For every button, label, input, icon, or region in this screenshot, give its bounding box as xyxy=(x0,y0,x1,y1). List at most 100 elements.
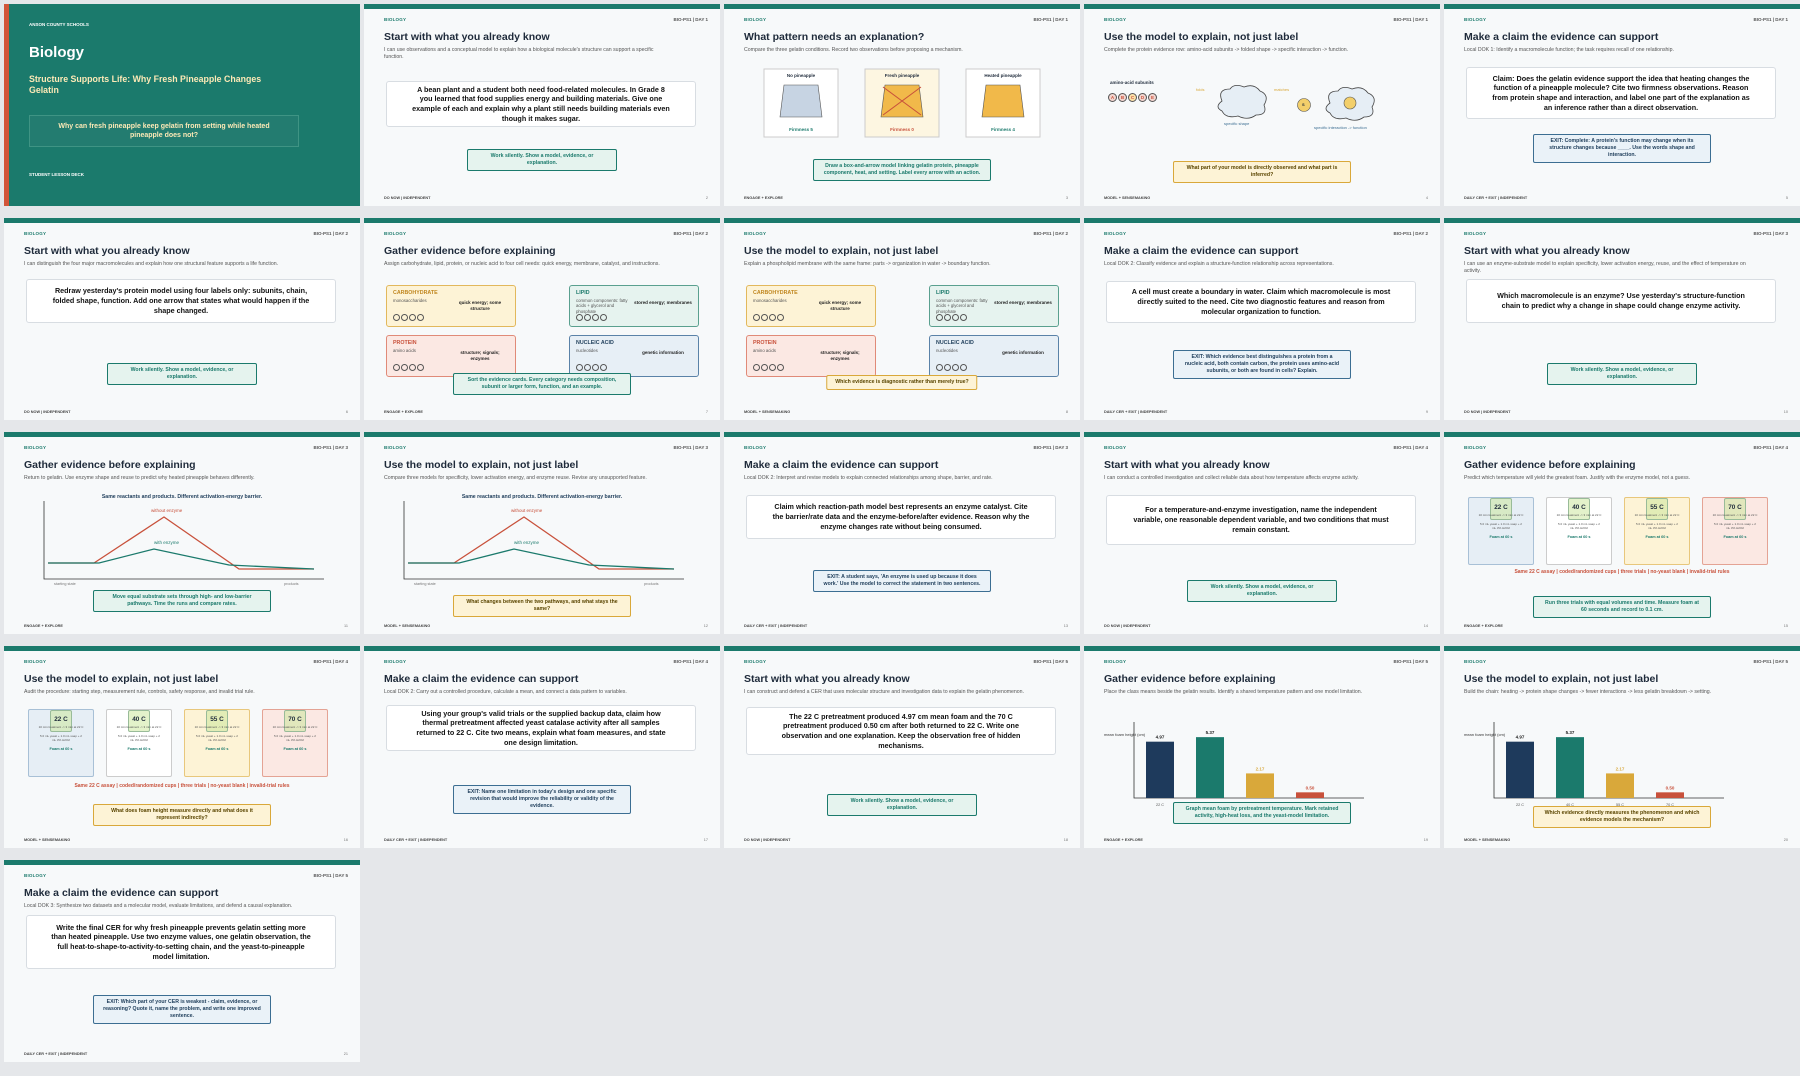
slide-11[interactable]: Same reactants and products. Different a… xyxy=(4,432,360,634)
slide-12[interactable]: Same reactants and products. Different a… xyxy=(364,432,720,634)
task-instruction: Move equal substrate sets through high- … xyxy=(93,590,271,613)
slide-subject: BIOLOGY xyxy=(744,659,767,664)
slide-7[interactable]: CARBOHYDRATE monosaccharides quick energy;… xyxy=(364,218,720,420)
slide-code: BIO-PS1 | DAY 3 xyxy=(1753,231,1788,236)
subunit-dot xyxy=(409,364,416,371)
gelatin-jars-diagram xyxy=(763,68,1041,138)
slide-6[interactable]: BIOLOGY BIO-PS1 | DAY 2 Start with what yo… xyxy=(4,218,360,420)
chart-axes xyxy=(1133,722,1364,799)
slide-objective: Complete the protein evidence row: amino… xyxy=(1104,47,1349,53)
subunit-dot xyxy=(761,364,768,371)
macromolecule-subunit: nucleotides xyxy=(576,348,598,353)
slide-cover[interactable]: ANSON COUNTY SCHOOLS Biology Structure S… xyxy=(4,4,360,206)
foam-measure-label: Foam at 60 s xyxy=(49,746,73,751)
slide-objective: I can construct and defend a CER that us… xyxy=(744,689,1025,695)
with-enzyme-label: with enzyme xyxy=(514,540,540,545)
slide-subject: BIOLOGY xyxy=(24,231,47,236)
macromolecule-function: quick energy; some structure xyxy=(818,300,862,311)
foam-measure-label: Foam at 60 s xyxy=(205,746,229,751)
page-number: 3 xyxy=(1065,196,1068,200)
slide-3[interactable]: No pineapple Firmness 5 Fresh pineapple … xyxy=(724,4,1080,206)
macromolecule-function: stored energy; membranes xyxy=(994,300,1052,305)
slide-14[interactable]: BIOLOGY BIO-PS1 | DAY 4 Start with what yo… xyxy=(1084,432,1440,634)
foam-cup-icon xyxy=(284,709,306,732)
energy-headline: Same reactants and products. Different a… xyxy=(461,494,623,500)
slide-13[interactable]: BIOLOGY BIO-PS1 | DAY 3 Make a claim the e… xyxy=(724,432,1080,634)
slide-title: Gather evidence before explaining xyxy=(24,459,196,471)
bar-value-label: 2.17 xyxy=(1616,766,1625,771)
starting-state-label: starting state xyxy=(414,582,436,586)
slide-code: BIO-PS1 | DAY 5 xyxy=(313,873,348,878)
slide-footer: DO NOW | INDEPENDENT xyxy=(384,196,431,200)
task-instruction: Sort the evidence cards. Every category … xyxy=(453,373,631,396)
prompt-card: The 22 C pretreatment produced 4.97 cm m… xyxy=(746,707,1056,755)
starting-state-label: starting state xyxy=(54,582,76,586)
slide-code: BIO-PS1 | DAY 3 xyxy=(673,445,708,450)
temperature-card: 22 C 10 min treatment -> 3 min at 22 C 5.0… xyxy=(28,709,94,777)
bar-40-C xyxy=(1556,737,1584,798)
temperature-label: 70 C xyxy=(1728,504,1742,511)
slide-deck-grid: ANSON COUNTY SCHOOLS Biology Structure S… xyxy=(4,4,1800,1062)
amino-acid-bead: C xyxy=(1128,93,1137,102)
treatment-steps: 10 min treatment -> 3 min at 22 C xyxy=(1712,513,1758,517)
slide-title: Start with what you already know xyxy=(1464,245,1630,257)
slide-code: BIO-PS1 | DAY 1 xyxy=(1753,17,1788,22)
folded-protein-icon xyxy=(1217,85,1267,119)
foam-cup-icon xyxy=(206,709,228,732)
foam-measure-label: Foam at 60 s xyxy=(1489,534,1513,539)
foam-measure-label: Foam at 60 s xyxy=(1645,534,1669,539)
energy-diagram-svg xyxy=(43,501,324,580)
energy-diagram-svg xyxy=(403,501,684,580)
slide-8[interactable]: CARBOHYDRATE monosaccharides quick energy;… xyxy=(724,218,1080,420)
cover-school: ANSON COUNTY SCHOOLS xyxy=(29,22,89,27)
enzyme-substrate-complex-icon xyxy=(1325,87,1375,121)
temperature-label: 40 C xyxy=(1572,504,1586,511)
slide-subject: BIOLOGY xyxy=(24,445,47,450)
temperature-label: 70 C xyxy=(288,716,302,723)
bar-value-label: 0.50 xyxy=(1306,785,1315,790)
foam-measure-label: Foam at 60 s xyxy=(1567,534,1591,539)
macromolecule-card: PROTEIN amino acids structure; signals; en… xyxy=(746,335,876,377)
bar-70-C xyxy=(1656,792,1684,798)
task-instruction: Work silently. Show a model, evidence, o… xyxy=(1187,580,1337,603)
slide-15[interactable]: 22 C 10 min treatment -> 3 min at 22 C 5.0… xyxy=(1444,432,1800,634)
bar-55-C xyxy=(1246,773,1274,798)
foam-cup-icon xyxy=(1724,497,1746,520)
slide-objective: I can conduct a controlled investigation… xyxy=(1104,475,1359,481)
slide-footer: DAILY CER + EXIT | INDEPENDENT xyxy=(384,838,448,842)
treatment-steps: 10 min treatment -> 3 min at 22 C xyxy=(194,725,240,729)
prompt-card: A bean plant and a student both need foo… xyxy=(386,81,696,127)
subunit-dot xyxy=(944,314,951,321)
slide-18[interactable]: BIOLOGY BIO-PS1 | DAY 5 Start with what yo… xyxy=(724,646,1080,848)
task-instruction: What changes between the two pathways, a… xyxy=(453,595,631,618)
exit-ticket: EXIT: Which evidence best distinguishes … xyxy=(1173,350,1351,380)
treatment-steps: 10 min treatment -> 3 min at 22 C xyxy=(1634,513,1680,517)
slide-title: Gather evidence before explaining xyxy=(1104,673,1276,685)
subunit-dot xyxy=(584,364,591,371)
slide-2[interactable]: BIOLOGY BIO-PS1 | DAY 1 Start with what yo… xyxy=(364,4,720,206)
slide-footer: MODEL + SENSEMAKING xyxy=(1104,196,1151,200)
category-tick-label: 22 C xyxy=(1156,803,1164,807)
subunit-dot xyxy=(600,364,607,371)
slide-16[interactable]: 22 C 10 min treatment -> 3 min at 22 C 5.0… xyxy=(4,646,360,848)
slide-9[interactable]: BIOLOGY BIO-PS1 | DAY 2 Make a claim the e… xyxy=(1084,218,1440,420)
page-number: 17 xyxy=(703,838,708,842)
slide-21[interactable]: BIOLOGY BIO-PS1 | DAY 5 Make a claim the e… xyxy=(4,860,360,1062)
slide-footer: MODEL + SENSEMAKING xyxy=(744,410,791,414)
assay-recipe: 5.0 mL yeast + 1.0 mL soap + 2 mL 3% H2O… xyxy=(1480,521,1522,530)
slide-objective: Compare the three gelatin conditions. Re… xyxy=(744,47,963,53)
page-number: 10 xyxy=(1783,410,1788,414)
slide-title: Use the model to explain, not just label xyxy=(24,673,219,685)
slide-title: Make a claim the evidence can support xyxy=(744,459,939,471)
slide-20[interactable]: mean foam height (cm) 4.97 22 C 5.37 40 C 2.1… xyxy=(1444,646,1800,848)
page-number: 11 xyxy=(344,624,348,628)
slide-5[interactable]: BIOLOGY BIO-PS1 | DAY 1 Make a claim the e… xyxy=(1444,4,1800,206)
slide-10[interactable]: BIOLOGY BIO-PS1 | DAY 3 Start with what yo… xyxy=(1444,218,1800,420)
prompt-card: Redraw yesterday's protein model using f… xyxy=(26,279,336,323)
slide-subject: BIOLOGY xyxy=(1104,17,1127,22)
slide-17[interactable]: BIOLOGY BIO-PS1 | DAY 4 Make a claim the e… xyxy=(364,646,720,848)
subunit-dot xyxy=(761,314,768,321)
